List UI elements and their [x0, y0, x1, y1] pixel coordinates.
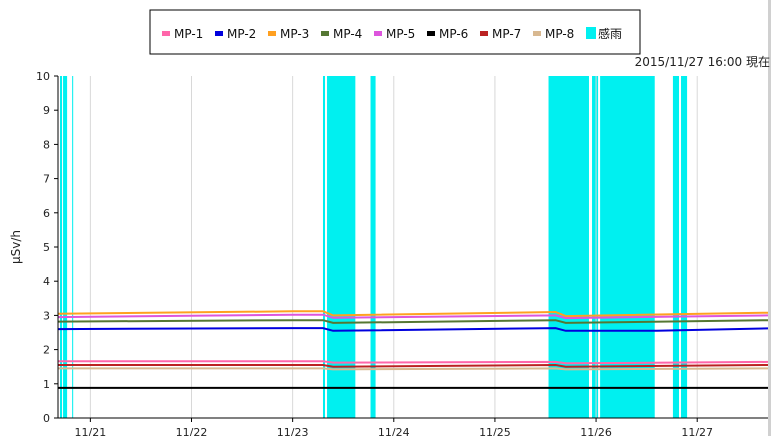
y-tick-label: 2 — [43, 344, 50, 357]
x-tick-label: 11/27 — [681, 426, 713, 436]
legend-label: MP-1 — [174, 27, 203, 41]
y-tick-label: 9 — [43, 104, 50, 117]
y-tick-label: 0 — [43, 412, 50, 425]
legend-label: MP-7 — [492, 27, 521, 41]
y-tick-label: 1 — [43, 378, 50, 391]
legend-swatch — [321, 31, 329, 36]
series-line-mp-7 — [58, 363, 769, 368]
y-tick-label: 6 — [43, 207, 50, 220]
timestamp-annotation: 2015/11/27 16:00 現在 — [635, 55, 770, 69]
rain-band — [63, 76, 68, 418]
legend-label: MP-4 — [333, 27, 362, 41]
rain-band — [72, 76, 74, 418]
x-tick-label: 11/23 — [277, 426, 309, 436]
x-tick-label: 11/21 — [75, 426, 107, 436]
legend-label: MP-6 — [439, 27, 468, 41]
legend-swatch — [427, 31, 435, 36]
y-tick-label: 7 — [43, 173, 50, 186]
x-tick-label: 11/25 — [479, 426, 511, 436]
rain-band — [681, 76, 688, 418]
y-tick-label: 10 — [36, 70, 50, 83]
series-layer — [57, 310, 769, 389]
rain-band — [327, 76, 356, 418]
legend-swatch — [162, 31, 170, 36]
rain-band — [370, 76, 376, 418]
legend-swatch — [533, 31, 541, 36]
y-tick-labels: 0 1 2 3 4 5 6 7 8 9 10 — [36, 70, 58, 425]
grid-layer — [89, 76, 698, 418]
rain-layer — [60, 76, 688, 418]
y-tick-label: 8 — [43, 138, 50, 151]
series-line-mp-1 — [58, 360, 769, 365]
rain-band — [672, 76, 679, 418]
y-axis-title: μSv/h — [9, 230, 23, 264]
legend-label: MP-5 — [386, 27, 415, 41]
legend-label: MP-2 — [227, 27, 256, 41]
frame-edge — [768, 0, 771, 436]
series-line-mp-2 — [57, 327, 769, 332]
series-line-mp-8 — [58, 367, 769, 371]
legend-swatch — [480, 31, 488, 36]
legend-swatch — [586, 27, 596, 39]
series-line-mp-3 — [57, 310, 769, 318]
series-line-mp-4 — [57, 319, 769, 324]
x-tick-label: 11/24 — [378, 426, 410, 436]
rain-band — [592, 76, 599, 418]
y-tick-label: 4 — [43, 275, 50, 288]
rain-band — [60, 76, 63, 418]
legend-swatch — [374, 31, 382, 36]
x-tick-label: 11/26 — [580, 426, 612, 436]
x-tick-label: 11/22 — [176, 426, 208, 436]
x-tick-labels: 11/21 11/22 11/23 11/24 11/25 11/26 11/27 — [75, 418, 713, 436]
rain-band — [322, 76, 326, 418]
series-line-mp-5 — [57, 313, 769, 320]
legend-label: MP-3 — [280, 27, 309, 41]
y-tick-label: 5 — [43, 241, 50, 254]
legend-items: MP-1 MP-2 MP-3 MP-4 MP-5 MP-6 MP-7 MP-8 感雨 — [162, 26, 622, 41]
y-tick-label: 3 — [43, 309, 50, 322]
legend-swatch — [268, 31, 276, 36]
legend: MP-1 MP-2 MP-3 MP-4 MP-5 MP-6 MP-7 MP-8 感雨 — [149, 9, 641, 55]
legend-label: MP-8 — [545, 27, 574, 41]
rain-band — [600, 76, 655, 418]
legend-box — [149, 9, 641, 55]
legend-label: 感雨 — [598, 26, 622, 41]
legend-swatch — [215, 31, 223, 36]
